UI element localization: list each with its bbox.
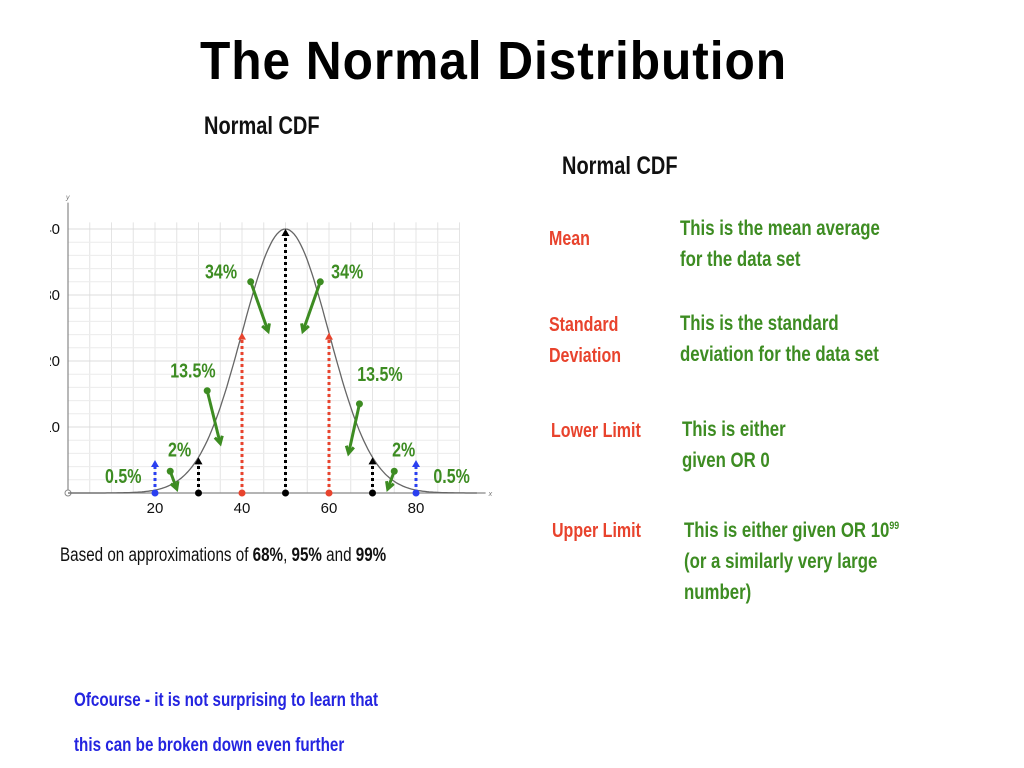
marker-arrowhead [151, 460, 159, 467]
marker-arrowhead [325, 332, 333, 340]
marker-dot [282, 489, 289, 497]
y-tick-label: 40 [50, 221, 60, 238]
marker-arrowhead [281, 229, 290, 236]
percentage-annotation: 13.5% [170, 360, 215, 382]
marker-dot [325, 489, 333, 497]
percentage-annotation: 13.5% [357, 363, 402, 385]
desc-lower-limit: This is either given OR 0 [682, 418, 786, 472]
slide-title: The Normal Distribution [200, 31, 787, 91]
marker-dot [369, 489, 376, 497]
pointer-arrowhead [344, 445, 355, 457]
percentage-annotation: 34% [205, 261, 237, 283]
y-axis-label: y [65, 195, 70, 202]
y-tick-label: 30 [50, 287, 60, 304]
percentage-annotation: 2% [392, 439, 415, 461]
normal-curve-chart: x y 20 40 60 80 10 20 30 40 0.5% 2% 13.5% 34% 34% 13.5%… [50, 195, 493, 517]
left-subtitle: Normal CDF [204, 112, 320, 140]
footer-line-1: Ofcourse - it is not surprising to learn… [74, 690, 379, 711]
normal-curve [68, 228, 477, 494]
pointer-arrowhead [300, 323, 310, 335]
pointer-arrow-tail [203, 387, 211, 395]
term-upper-limit: Upper Limit [552, 520, 641, 542]
term-mean: Mean [549, 228, 590, 250]
marker-dot [412, 489, 420, 497]
desc-standard-deviation: This is the standard deviation for the da… [680, 312, 879, 366]
percentage-annotation: 2% [168, 439, 191, 461]
marker-dot [195, 489, 202, 497]
footer-line-2: this can be broken down even further [74, 735, 345, 756]
marker-arrowhead [412, 460, 420, 467]
pointer-arrowhead [213, 435, 224, 447]
marker-dot [238, 489, 246, 497]
pointer-arrow [249, 281, 270, 332]
percentage-annotation: 0.5% [105, 465, 141, 487]
y-tick-label: 20 [50, 353, 60, 370]
pointer-arrow [347, 403, 361, 454]
marker-dot [151, 489, 159, 497]
term-standard-deviation: Standard Deviation [549, 314, 622, 367]
desc-mean: This is the mean average for the data set [680, 217, 880, 271]
approximation-note: Based on approximations of 68%, 95% and … [60, 545, 387, 566]
pointer-arrow [301, 281, 322, 332]
marker-arrowhead [238, 332, 246, 340]
x-tick-label: 80 [408, 500, 425, 517]
x-tick-label: 40 [234, 500, 251, 517]
right-subtitle: Normal CDF [562, 152, 678, 180]
pointer-arrowhead [261, 323, 271, 335]
pointer-arrow-tail [166, 467, 174, 475]
pointer-arrow-tail [390, 467, 398, 475]
pointer-arrow [205, 390, 222, 444]
x-axis-label: x [488, 491, 493, 498]
pointer-arrow-tail [355, 400, 363, 408]
percentage-annotation: 0.5% [433, 465, 469, 487]
marker-arrowhead [194, 457, 203, 465]
x-tick-label: 60 [321, 500, 338, 517]
term-lower-limit: Lower Limit [551, 420, 641, 442]
pointer-arrow-tail [247, 278, 255, 286]
pointer-arrowhead [169, 480, 180, 492]
pointer-arrow-tail [316, 278, 324, 286]
x-tick-label: 20 [147, 500, 164, 517]
marker-arrowhead [368, 457, 377, 465]
percentage-annotation: 34% [331, 261, 363, 283]
pointer-arrowhead [385, 480, 395, 492]
desc-upper-limit: This is either given OR 1099 (or a simila… [684, 519, 900, 604]
y-tick-label: 10 [50, 419, 60, 436]
